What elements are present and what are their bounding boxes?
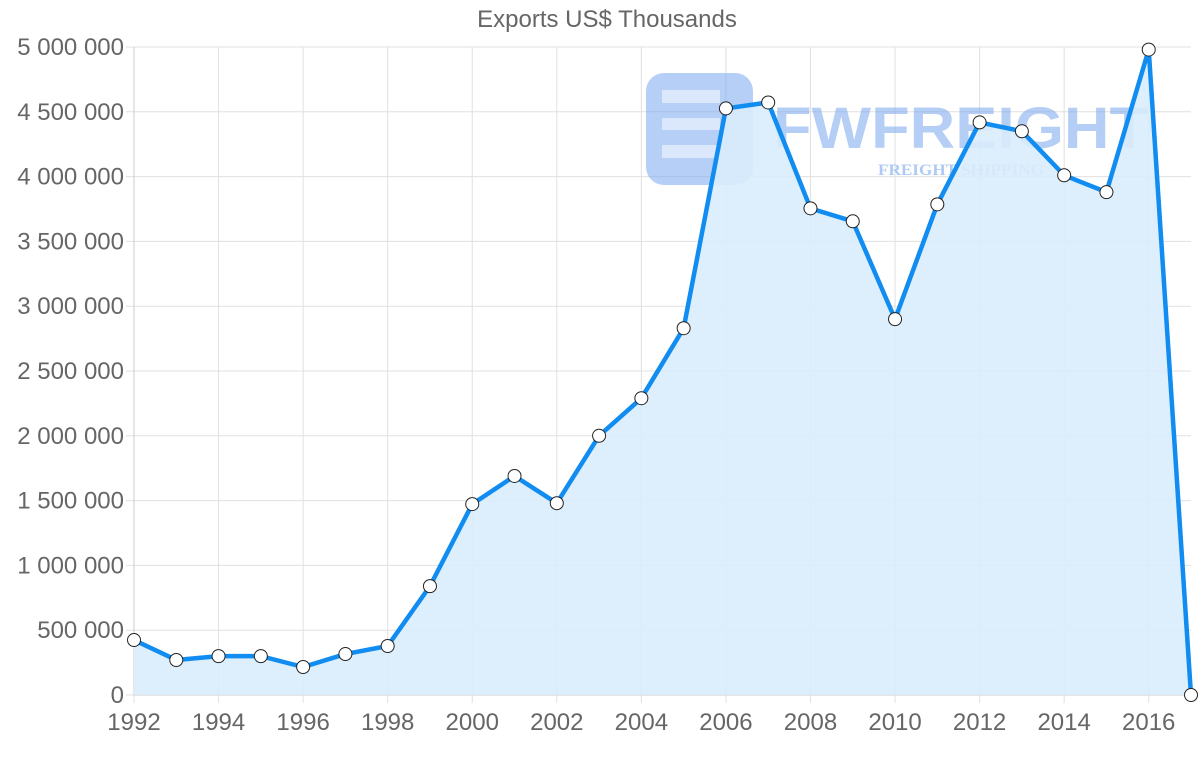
chart-title: Exports US$ Thousands bbox=[477, 6, 737, 33]
x-tick-label: 2008 bbox=[784, 709, 837, 736]
data-point-2015[interactable] bbox=[1099, 185, 1114, 200]
data-point-2001[interactable] bbox=[507, 468, 522, 483]
y-tick-label: 2 000 000 bbox=[17, 423, 124, 450]
data-point-2012[interactable] bbox=[972, 115, 987, 130]
data-points bbox=[127, 42, 1198, 702]
data-point-1992[interactable] bbox=[127, 633, 141, 648]
data-point-1998[interactable] bbox=[380, 639, 395, 654]
x-tick-label: 2000 bbox=[446, 709, 499, 736]
data-point-1999[interactable] bbox=[422, 579, 437, 594]
x-tick-label: 1996 bbox=[276, 709, 329, 736]
data-point-2010[interactable] bbox=[888, 312, 903, 327]
y-tick-label: 3 500 000 bbox=[17, 228, 124, 255]
y-tick-label: 3 000 000 bbox=[17, 293, 124, 320]
data-point-2013[interactable] bbox=[1014, 124, 1029, 139]
y-tick-label: 0 bbox=[111, 682, 124, 709]
data-point-2004[interactable] bbox=[634, 391, 649, 406]
x-tick-label: 1998 bbox=[361, 709, 414, 736]
x-axis: 1992 1994 1996 1998 2000 2002 2004 2006 2008 2010… bbox=[107, 709, 1175, 736]
y-axis: 0 500 000 1 000 000 1 500 000 2 000 000 2 500… bbox=[17, 34, 124, 709]
y-tick-label: 1 500 000 bbox=[17, 488, 124, 515]
data-point-2005[interactable] bbox=[676, 321, 691, 336]
y-tick-label: 1 000 000 bbox=[17, 552, 124, 579]
x-tick-label: 2016 bbox=[1122, 709, 1175, 736]
data-point-1996[interactable] bbox=[296, 660, 311, 675]
x-tick-label: 2012 bbox=[953, 709, 1006, 736]
data-point-2008[interactable] bbox=[803, 201, 818, 216]
x-tick-label: 1994 bbox=[192, 709, 245, 736]
watermark-brand: FWFREIGHT bbox=[773, 96, 1148, 161]
data-point-2002[interactable] bbox=[549, 496, 564, 511]
x-tick-label: 2010 bbox=[868, 709, 921, 736]
x-tick-label: 1992 bbox=[107, 709, 160, 736]
y-tick-label: 2 500 000 bbox=[17, 358, 124, 385]
data-line bbox=[133, 47, 1194, 696]
data-point-2016[interactable] bbox=[1141, 42, 1156, 57]
data-point-2014[interactable] bbox=[1057, 168, 1072, 183]
y-tick-label: 4 500 000 bbox=[17, 99, 124, 126]
x-tick-label: 2002 bbox=[530, 709, 583, 736]
data-point-2003[interactable] bbox=[592, 428, 607, 443]
x-tick-label: 2004 bbox=[615, 709, 668, 736]
data-point-1994[interactable] bbox=[211, 649, 226, 664]
data-point-2000[interactable] bbox=[465, 497, 480, 512]
data-point-2009[interactable] bbox=[845, 214, 860, 229]
data-point-1993[interactable] bbox=[169, 653, 184, 668]
data-point-2007[interactable] bbox=[761, 95, 776, 110]
area-fill bbox=[134, 49, 1191, 696]
x-tick-label: 2006 bbox=[699, 709, 752, 736]
x-tick-label: 2014 bbox=[1037, 709, 1090, 736]
data-point-2011[interactable] bbox=[930, 197, 945, 212]
y-tick-label: 4 000 000 bbox=[17, 164, 124, 191]
data-point-1995[interactable] bbox=[253, 649, 268, 664]
data-point-2006[interactable] bbox=[718, 101, 733, 116]
y-tick-label: 500 000 bbox=[37, 617, 124, 644]
data-point-2017[interactable] bbox=[1184, 688, 1198, 702]
data-point-1997[interactable] bbox=[338, 647, 353, 662]
y-tick-label: 5 000 000 bbox=[17, 34, 124, 61]
